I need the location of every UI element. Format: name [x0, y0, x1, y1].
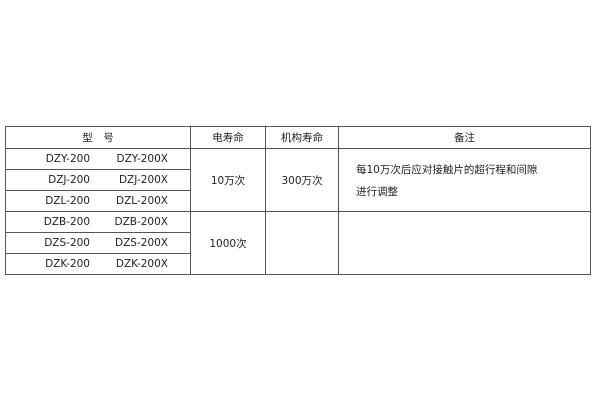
model-cell: DZY-200 DZY-200X	[5, 148, 191, 170]
model-code-x: DZS-200X	[115, 237, 168, 249]
model-code-x: DZL-200X	[116, 195, 168, 207]
electrical-life-cell: 10万次	[190, 148, 266, 212]
note-cell: 每10万次后应对接触片的超行程和间隙 进行调整	[338, 148, 591, 212]
electrical-life-cell: 1000次	[190, 211, 266, 275]
model-cell: DZL-200 DZL-200X	[5, 190, 191, 212]
mechanical-life-cell: 300万次	[265, 148, 339, 212]
model-code: DZL-200	[45, 195, 90, 207]
header-mechanical-life: 机构寿命	[265, 126, 339, 149]
model-cell: DZS-200 DZS-200X	[5, 232, 191, 254]
model-code-x: DZJ-200X	[118, 174, 168, 186]
table-row: DZB-200 DZB-200X 1000次	[5, 211, 591, 275]
model-code: DZK-200	[45, 258, 90, 270]
model-code-x: DZY-200X	[116, 153, 168, 165]
note-line: 每10万次后应对接触片的超行程和间隙	[356, 164, 538, 176]
mechanical-life-cell	[265, 211, 339, 275]
model-code-x: DZB-200X	[114, 216, 168, 228]
spec-table: 型 号 电寿命 机构寿命 备注 DZY-200 DZY-200X 10万次 300…	[5, 126, 591, 275]
table-row: DZY-200 DZY-200X 10万次 300万次 每10万次后应对接触片的超…	[5, 148, 591, 212]
note-cell	[338, 211, 591, 275]
model-cell: DZJ-200 DZJ-200X	[5, 169, 191, 191]
model-cell: DZK-200 DZK-200X	[5, 253, 191, 275]
header-note: 备注	[338, 126, 591, 149]
model-code: DZB-200	[43, 216, 90, 228]
model-code: DZY-200	[45, 153, 90, 165]
model-code: DZS-200	[44, 237, 90, 249]
model-code-x: DZK-200X	[115, 258, 168, 270]
model-code: DZJ-200	[48, 174, 90, 186]
header-electrical-life: 电寿命	[190, 126, 266, 149]
model-cell: DZB-200 DZB-200X	[5, 211, 191, 233]
header-model: 型 号	[5, 126, 191, 149]
table-row: DZK-200 DZK-200X	[5, 253, 591, 275]
note-line: 进行调整	[356, 186, 398, 198]
table-row: DZL-200 DZL-200X	[5, 190, 591, 212]
header-row: 型 号 电寿命 机构寿命 备注	[5, 126, 591, 149]
